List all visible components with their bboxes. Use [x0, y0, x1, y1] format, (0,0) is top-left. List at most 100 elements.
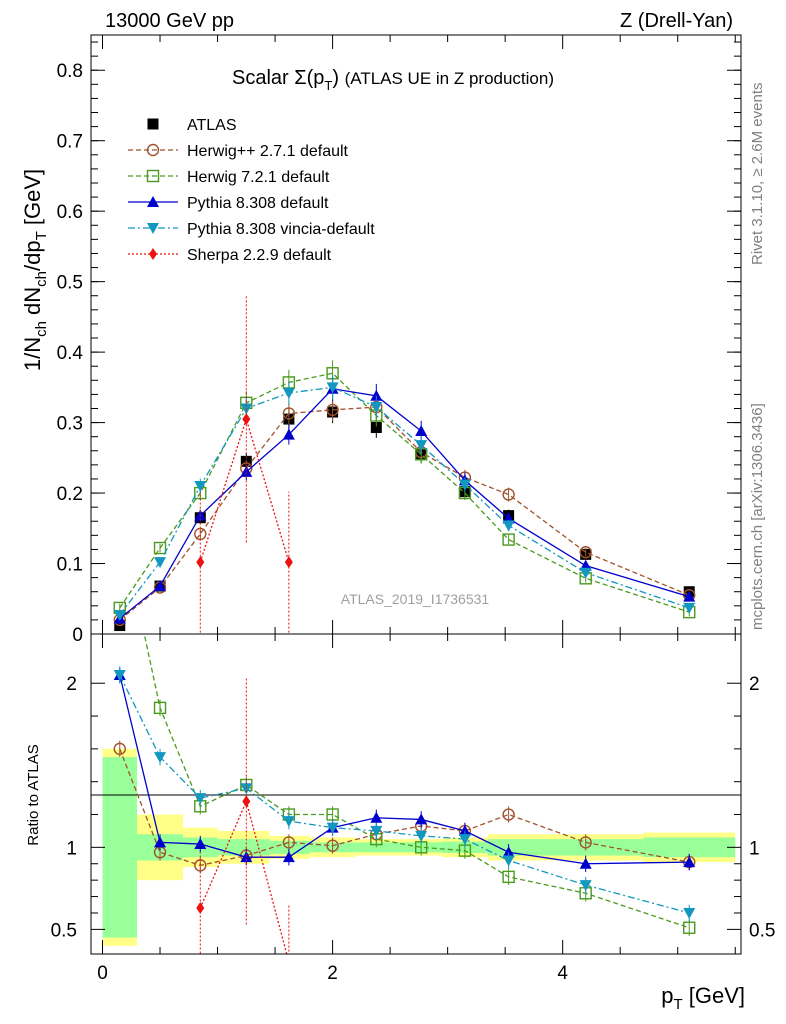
svg-text:pT [GeV]: pT [GeV] — [661, 983, 745, 1013]
ratio-point-pythia-8-308-vincia-default — [326, 822, 339, 834]
legend-label-herwig-2-7-1-default: Herwig++ 2.7.1 default — [187, 143, 349, 160]
plot-title: Scalar Σ(pT) (ATLAS UE in Z production) — [232, 67, 554, 93]
analysis-id: ATLAS_2019_I1736531 — [341, 591, 490, 607]
main-y-tick-label: 0.7 — [57, 132, 83, 153]
ratio-point-pythia-8-308-vincia-default — [683, 907, 696, 919]
svg-text:1/Nch dNch/dpT [GeV]: 1/Nch dNch/dpT [GeV] — [20, 169, 50, 371]
point-pythia-8-308-vincia-default — [282, 387, 295, 399]
point-pythia-8-308-default — [154, 580, 167, 592]
series-line-sherpa-2-2-9-default — [199, 416, 290, 563]
point-sherpa-2-2-9-default — [196, 556, 205, 569]
legend-label-sherpa-2-2-9-default: Sherpa 2.2.9 default — [187, 247, 332, 264]
legend-entry-pythia-8-308-vincia-default: Pythia 8.308 vincia-default — [128, 221, 375, 238]
legend-marker-herwig-2-7-1-default — [146, 143, 160, 157]
ratio-point-herwig-7-2-1-default — [683, 921, 696, 934]
ratio-band-green — [217, 839, 270, 856]
main-y-tick-label: 0.6 — [57, 202, 83, 223]
ratio-series-sherpa-2-2-9-default — [196, 678, 293, 968]
main-y-axis-title: 1/Nch dNch/dpT [GeV] — [20, 169, 50, 371]
series-line-pythia-8-308-vincia-default — [119, 386, 690, 616]
ratio-band-green — [487, 839, 534, 856]
ratio-point-herwig-7-2-1-default — [502, 870, 515, 884]
ratio-point-pythia-8-308-default — [370, 811, 383, 823]
legend-label-pythia-8-308-vincia-default: Pythia 8.308 vincia-default — [187, 221, 375, 238]
ratio-line-pythia-8-308-vincia-default — [119, 674, 690, 914]
legend-entry-atlas: ATLAS — [147, 117, 237, 134]
ratio-point-pythia-8-308-vincia-default — [240, 783, 253, 795]
legend: ATLAS Herwig++ 2.7.1 default Herwig 7.2.1 … — [128, 117, 375, 264]
ratio-line-pythia-8-308-default — [119, 674, 690, 865]
ratio-line-herwig-7-2-1-default — [143, 634, 690, 929]
ratio-point-pythia-8-308-default — [683, 856, 696, 868]
legend-entry-sherpa-2-2-9-default: Sherpa 2.2.9 default — [128, 247, 332, 264]
ratio-line-sherpa-2-2-9-default — [199, 799, 288, 954]
legend-entry-herwig-7-2-1-default: Herwig 7.2.1 default — [128, 169, 330, 186]
point-pythia-8-308-vincia-default — [113, 609, 126, 621]
ratio-point-pythia-8-308-vincia-default — [370, 825, 383, 837]
point-pythia-8-308-vincia-default — [579, 567, 592, 579]
ratio-point-herwig-2-7-1-default — [502, 808, 515, 821]
ratio-point-pythia-8-308-vincia-default — [458, 834, 471, 846]
ratio-point-pythia-8-308-default — [579, 857, 592, 869]
ratio-y-tick-label-right: 2 — [749, 674, 760, 695]
ratio-point-herwig-2-7-1-default — [113, 742, 126, 756]
point-sherpa-2-2-9-default — [284, 556, 293, 569]
ratio-point-herwig-2-7-1-default — [282, 836, 296, 849]
legend-marker-herwig-7-2-1-default — [146, 169, 160, 183]
point-herwig-7-2-1-default — [153, 541, 167, 555]
point-pythia-8-308-vincia-default — [502, 520, 515, 532]
legend-marker-sherpa-2-2-9-default — [149, 248, 157, 260]
ratio-y-tick-label-right: 1 — [749, 838, 760, 859]
series-line-herwig-7-2-1-default — [119, 372, 690, 613]
ratio-point-pythia-8-308-vincia-default — [113, 670, 126, 682]
main-y-tick-label: 0.8 — [57, 61, 83, 82]
ratio-point-sherpa-2-2-9-default — [285, 956, 293, 968]
ratio-point-pythia-8-308-default — [240, 851, 253, 863]
main-y-tick-label: 0.3 — [57, 414, 83, 435]
ratio-panel: 0.5 0.5 1 1 2 2 0 2 4 — [51, 633, 775, 984]
legend-marker-atlas — [147, 118, 159, 130]
point-pythia-8-308-default — [282, 428, 295, 440]
point-pythia-8-308-default — [415, 425, 428, 437]
ratio-band-green — [355, 842, 396, 853]
ratio-point-pythia-8-308-default — [458, 824, 471, 836]
point-pythia-8-308-vincia-default — [415, 440, 428, 452]
ratio-point-pythia-8-308-default — [154, 836, 167, 848]
point-pythia-8-308-vincia-default — [326, 382, 339, 394]
rivet-label: Rivet 3.1.10, ≥ 2.6M events — [749, 83, 766, 266]
point-pythia-8-308-vincia-default — [370, 402, 383, 414]
point-herwig-2-7-1-default — [282, 407, 296, 420]
ratio-frame — [90, 633, 742, 955]
main-y-tick-label: 0.4 — [57, 343, 84, 364]
legend-marker-pythia-8-308-default — [147, 196, 159, 207]
ratio-point-pythia-8-308-default — [415, 813, 428, 825]
point-herwig-2-7-1-default — [326, 403, 339, 417]
ratio-y-tick-label: 1 — [66, 838, 77, 859]
point-pythia-8-308-default — [683, 590, 696, 602]
main-y-tick-label: 0.1 — [57, 555, 83, 576]
svg-text:Scalar Σ(pT) (ATLAS UE in Z pr: Scalar Σ(pT) (ATLAS UE in Z production) — [232, 67, 554, 93]
ratio-point-pythia-8-308-default — [502, 846, 515, 858]
legend-label-atlas: ATLAS — [187, 117, 237, 134]
series-sherpa-2-2-9-default — [196, 295, 293, 633]
ratio-y-tick-label: 0.5 — [51, 920, 77, 941]
ratio-point-herwig-7-2-1-default — [153, 701, 167, 715]
ratio-y-axis-title: Ratio to ATLAS — [25, 744, 42, 845]
main-panel: 0 0.1 0.2 0.3 0.4 0.5 0.6 0.7 0.8 Scalar Σ(pT) (… — [57, 34, 742, 646]
point-pythia-8-308-vincia-default — [194, 481, 207, 493]
ratio-point-pythia-8-308-vincia-default — [282, 816, 295, 828]
point-pythia-8-308-vincia-default — [683, 602, 696, 614]
mcplots-label: mcplots.cern.ch [arXiv:1306.3436] — [749, 403, 766, 630]
ratio-point-pythia-8-308-vincia-default — [579, 880, 592, 892]
ratio-point-pythia-8-308-vincia-default — [194, 793, 207, 805]
series-pythia-8-308-default — [113, 376, 696, 624]
point-pythia-8-308-vincia-default — [458, 479, 471, 491]
ratio-line-herwig-2-7-1-default — [119, 748, 690, 867]
point-herwig-2-7-1-default — [579, 546, 592, 559]
x-axis-title: pT [GeV] — [661, 983, 745, 1013]
point-pythia-8-308-vincia-default — [154, 557, 167, 569]
ratio-point-pythia-8-308-vincia-default — [502, 855, 515, 867]
ratio-point-herwig-2-7-1-default — [579, 836, 592, 849]
legend-label-pythia-8-308-default: Pythia 8.308 default — [187, 195, 329, 212]
series-line-herwig-2-7-1-default — [119, 406, 690, 621]
